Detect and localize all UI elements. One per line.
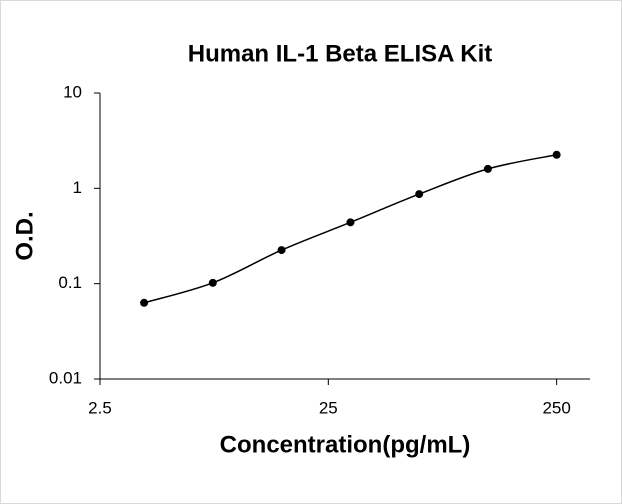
data-point <box>277 246 286 255</box>
y-tick-label: 0.01 <box>49 368 82 387</box>
x-axis-title: Concentration(pg/mL) <box>220 431 471 458</box>
data-point <box>483 164 492 173</box>
chart-title: Human IL-1 Beta ELISA Kit <box>188 40 492 67</box>
data-point <box>346 218 355 227</box>
x-tick-label: 25 <box>319 398 338 417</box>
data-point <box>140 298 149 307</box>
data-point <box>552 150 561 159</box>
y-axis-title: O.D. <box>11 211 38 260</box>
x-tick-label: 250 <box>542 398 570 417</box>
data-point <box>208 278 217 287</box>
x-tick-label: 2.5 <box>88 398 112 417</box>
y-tick-label: 10 <box>63 82 82 101</box>
data-point <box>415 190 424 199</box>
y-tick-label: 1 <box>73 178 82 197</box>
y-tick-label: 0.1 <box>58 273 82 292</box>
